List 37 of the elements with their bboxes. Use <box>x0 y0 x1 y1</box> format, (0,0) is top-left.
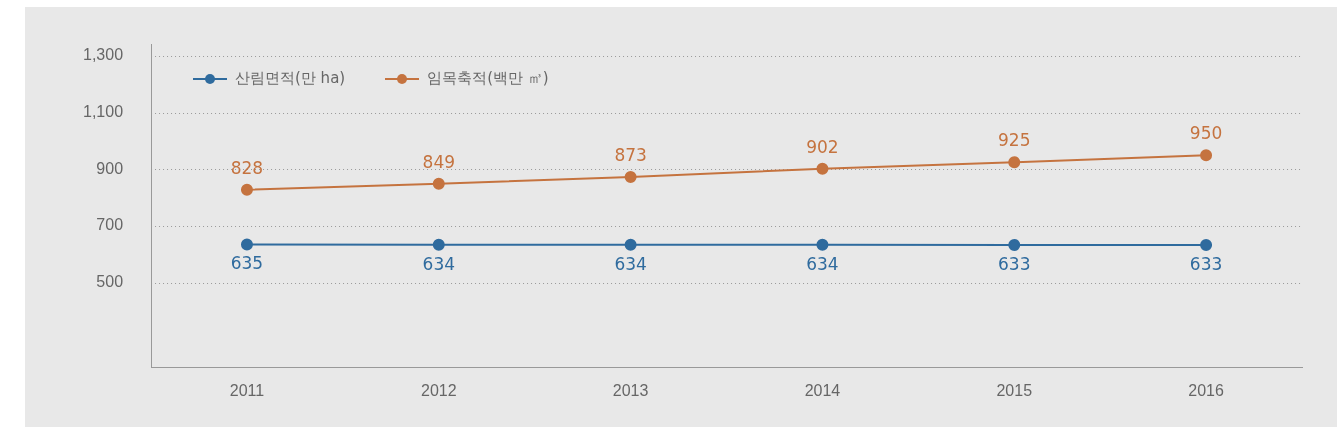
point <box>240 238 253 251</box>
x-tick-label: 2011 <box>229 381 265 399</box>
point <box>240 183 253 196</box>
point <box>1200 149 1213 162</box>
point <box>1008 156 1021 169</box>
y-tick-label: 1,100 <box>82 103 124 121</box>
y-tick-label: 900 <box>96 159 124 177</box>
point <box>816 162 829 175</box>
point <box>816 238 829 251</box>
x-tick-label: 2012 <box>420 381 457 399</box>
point <box>1200 239 1213 252</box>
point <box>624 171 637 183</box>
x-tick-label: 2013 <box>612 381 649 399</box>
data-label: 873 <box>614 144 647 165</box>
data-label: 633 <box>998 253 1031 274</box>
data-label: 635 <box>230 253 264 274</box>
point <box>432 177 445 190</box>
point <box>624 238 637 251</box>
data-label: 828 <box>230 157 264 178</box>
x-tick-label: 2014 <box>804 381 841 399</box>
data-label: 902 <box>806 136 839 157</box>
point <box>1008 239 1021 252</box>
data-label: 634 <box>614 253 647 274</box>
data-label: 634 <box>422 253 456 274</box>
y-tick-label: 1,300 <box>82 46 124 64</box>
data-label: 849 <box>422 151 456 172</box>
legend-label: 임목축적(백만 ㎥) <box>427 69 549 88</box>
y-tick-label: 500 <box>96 273 124 291</box>
point <box>432 238 445 251</box>
data-label: 950 <box>1189 123 1223 144</box>
data-label: 634 <box>806 253 839 274</box>
legend-label: 산림면적(만 ha) <box>235 69 346 88</box>
data-label: 633 <box>1189 253 1223 274</box>
x-tick-label: 2015 <box>996 381 1033 399</box>
y-tick-label: 700 <box>96 216 124 234</box>
data-label: 925 <box>998 130 1031 151</box>
x-tick-label: 2016 <box>1188 381 1224 399</box>
